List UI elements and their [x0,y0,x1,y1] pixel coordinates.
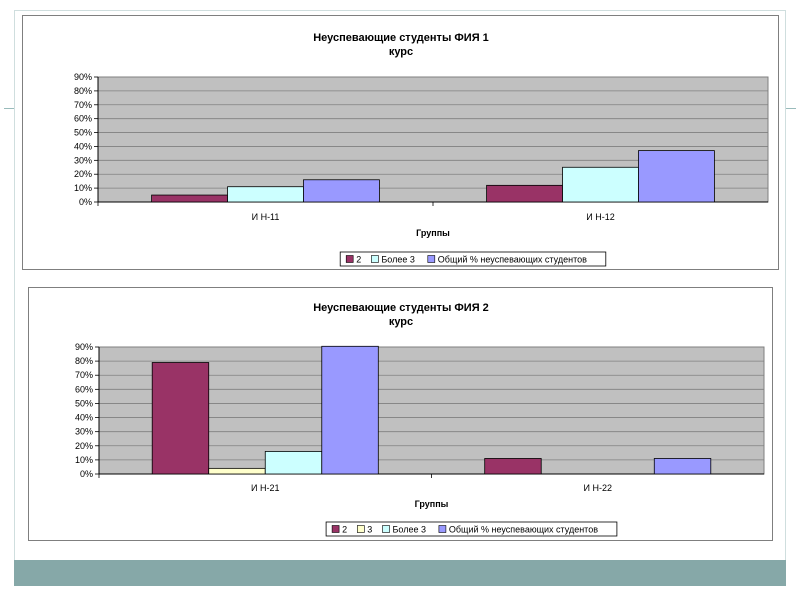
bar-3-1 [264,451,323,475]
chart-course-1: Неуспевающие студенты ФИЯ 1 курс 0% 10% 20% 3… [74,32,769,267]
chart-title-line-1: Неуспевающие студенты ФИЯ 1 [313,32,489,44]
bar-4-2 [653,458,712,475]
y-tick-label: 50% [74,128,92,138]
y-tick-label: 20% [74,169,92,179]
bar-2-1 [208,467,266,475]
y-tick-label: 60% [75,384,93,394]
y-tick-label: 10% [75,455,93,465]
x-axis-title: Группы [415,499,449,509]
y-tick-label: 80% [75,356,93,366]
bar-4-1 [321,345,379,475]
bar-3-2 [638,150,715,203]
legend-swatch [427,255,436,263]
bar-1-2 [486,184,563,203]
bar-2-2 [562,166,639,203]
y-tick-label: 90% [74,72,92,82]
bar-3-1 [303,179,380,203]
y-tick-label: 80% [74,86,92,96]
y-tick-label: 70% [75,370,93,380]
y-tick-label: 20% [75,441,93,451]
legend-label: Общий % неуспевающих студентов [438,255,587,265]
legend-swatch [438,525,447,533]
legend-swatch [382,525,390,533]
bar-1-1 [151,194,228,203]
x-category-label: И Н-21 [251,483,279,493]
bar-1-2 [484,458,542,475]
legend-label: Общий % неуспевающих студентов [449,525,598,535]
y-tick-label: 50% [75,398,93,408]
x-axis-title: Группы [416,228,450,238]
legend-label: Более 3 [393,525,426,535]
y-tick-label: 90% [75,342,93,352]
chart-panel-course-2: Неуспевающие студенты ФИЯ 2 курс 0% 10% 20% 3… [28,287,773,541]
legend: 2 Более 3 Общий % неуспевающих студентов [339,251,607,267]
legend-swatch [356,525,365,533]
y-tick-label: 40% [75,413,93,423]
bar-1-1 [151,362,210,475]
y-tick-label: 40% [74,141,92,151]
y-tick-label: 10% [74,183,92,193]
x-category-label: И Н-12 [586,212,614,222]
legend-swatch [331,525,340,533]
legend-swatch [345,255,354,263]
y-tick-label: 60% [74,114,92,124]
chart-title-line-2: курс [389,46,413,58]
x-category-label: И Н-11 [252,212,280,222]
slide-divider-left [4,108,14,109]
y-tick-label: 0% [80,469,93,479]
legend-box [325,521,618,537]
legend-label: 2 [342,525,347,535]
legend-swatch [371,255,379,263]
chart-panel-course-1: Неуспевающие студенты ФИЯ 1 курс 0% 10% 20% 3… [22,15,779,270]
legend-label: Более 3 [381,255,414,265]
legend: 2 3 Более 3 Общий % неуспевающих студентов [325,521,618,537]
y-tick-label: 30% [75,427,93,437]
chart-title-line-1: Неуспевающие студенты ФИЯ 2 [313,302,489,314]
chart-course-2: Неуспевающие студенты ФИЯ 2 курс 0% 10% 20% 3… [75,302,765,537]
legend-label: 3 [367,525,372,535]
y-tick-label: 0% [79,197,92,207]
legend-box [339,251,607,267]
chart-title-line-2: курс [389,316,413,328]
y-tick-label: 30% [74,155,92,165]
y-tick-label: 70% [74,100,92,110]
x-category-label: И Н-22 [584,483,612,493]
bottom-band [14,560,786,586]
bar-2-1 [227,186,304,203]
slide-divider-right [786,108,796,109]
legend-label: 2 [356,255,361,265]
